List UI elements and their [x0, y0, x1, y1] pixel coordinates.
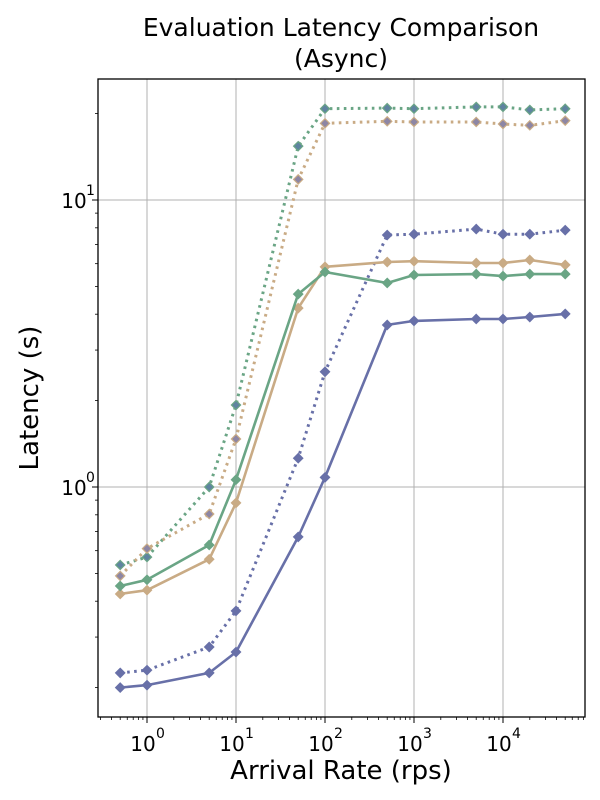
- data-point-marker: [470, 223, 482, 235]
- data-point-marker: [203, 508, 215, 520]
- data-point-marker: [524, 311, 536, 323]
- data-point-marker: [319, 117, 331, 129]
- data-point-marker: [497, 270, 509, 282]
- data-point-marker: [524, 254, 536, 266]
- data-point-marker: [470, 257, 482, 269]
- data-point-marker: [292, 531, 304, 543]
- chart-title-line-2: (Async): [294, 44, 388, 73]
- data-point-marker: [203, 481, 215, 493]
- data-point-marker: [114, 559, 126, 571]
- data-point-marker: [141, 551, 153, 563]
- x-tick-exponent: 1: [245, 726, 254, 742]
- y-axis-label: Latency (s): [15, 326, 45, 471]
- data-point-marker: [559, 224, 571, 236]
- data-point-marker: [408, 103, 420, 115]
- data-point-marker: [319, 471, 331, 483]
- data-point-marker: [381, 256, 393, 268]
- data-point-marker: [230, 433, 242, 445]
- x-tick-exponent: 2: [334, 726, 343, 742]
- data-point-marker: [497, 101, 509, 113]
- y-tick-label: 10: [61, 476, 86, 500]
- data-point-marker: [292, 173, 304, 185]
- series-blue-dotted: [114, 223, 571, 679]
- data-point-marker: [141, 584, 153, 596]
- data-point-marker: [319, 366, 331, 378]
- data-point-marker: [524, 268, 536, 280]
- data-point-marker: [141, 664, 153, 676]
- data-point-marker: [524, 228, 536, 240]
- data-point-marker: [408, 255, 420, 267]
- x-tick-label: 10: [308, 732, 333, 756]
- data-point-marker: [292, 140, 304, 152]
- x-tick-label: 10: [130, 732, 155, 756]
- x-tick-exponent: 0: [156, 726, 165, 742]
- data-point-marker: [559, 115, 571, 127]
- data-point-marker: [408, 315, 420, 327]
- data-point-marker: [559, 308, 571, 320]
- data-point-marker: [141, 543, 153, 555]
- series-green-dotted: [114, 101, 571, 571]
- x-tick-label: 10: [397, 732, 422, 756]
- y-tick-exponent: 0: [86, 470, 95, 486]
- data-point-marker: [319, 266, 331, 278]
- data-point-marker: [408, 228, 420, 240]
- data-point-marker: [408, 269, 420, 281]
- data-point-marker: [203, 667, 215, 679]
- data-point-marker: [114, 667, 126, 679]
- data-point-marker: [559, 259, 571, 271]
- data-point-marker: [497, 313, 509, 325]
- data-point-marker: [497, 118, 509, 130]
- plot-frame: [97, 78, 586, 718]
- chart-title-line-1: Evaluation Latency Comparison: [143, 13, 539, 42]
- data-point-marker: [470, 268, 482, 280]
- data-point-marker: [319, 103, 331, 115]
- data-point-marker: [381, 277, 393, 289]
- data-point-marker: [230, 605, 242, 617]
- data-point-marker: [114, 682, 126, 694]
- data-point-marker: [230, 497, 242, 509]
- data-point-marker: [470, 313, 482, 325]
- data-point-marker: [381, 319, 393, 331]
- y-tick-label: 10: [61, 189, 86, 213]
- axis-ticks: 10 0 10 1 10 2 10 3 10 410 010 1: [61, 113, 584, 756]
- data-point-marker: [381, 229, 393, 241]
- data-point-marker: [141, 679, 153, 691]
- data-point-marker: [203, 553, 215, 565]
- data-point-marker: [203, 539, 215, 551]
- data-point-marker: [497, 228, 509, 240]
- data-point-marker: [141, 574, 153, 586]
- x-tick-label: 10: [219, 732, 244, 756]
- data-point-marker: [470, 101, 482, 113]
- data-point-marker: [292, 452, 304, 464]
- series-tan-dotted: [114, 115, 571, 582]
- data-point-marker: [524, 104, 536, 116]
- data-point-marker: [470, 116, 482, 128]
- x-tick-label: 10: [486, 732, 511, 756]
- grid-lines: [98, 79, 585, 717]
- data-point-marker: [381, 102, 393, 114]
- y-tick-exponent: 1: [86, 183, 95, 199]
- data-point-marker: [497, 257, 509, 269]
- data-point-marker: [408, 116, 420, 128]
- data-point-marker: [203, 641, 215, 653]
- x-axis-label: Arrival Rate (rps): [230, 756, 452, 786]
- data-point-marker: [230, 399, 242, 411]
- data-point-marker: [559, 268, 571, 280]
- x-tick-exponent: 4: [512, 726, 521, 742]
- series-green-solid: [114, 266, 571, 592]
- data-point-marker: [230, 474, 242, 486]
- data-point-marker: [114, 588, 126, 600]
- series-tan-solid: [114, 254, 571, 600]
- series-blue-solid: [114, 308, 571, 694]
- data-point-marker: [114, 570, 126, 582]
- x-tick-exponent: 3: [423, 726, 432, 742]
- data-point-marker: [230, 646, 242, 658]
- data-point-marker: [292, 288, 304, 300]
- data-series: [114, 101, 571, 694]
- data-point-marker: [114, 580, 126, 592]
- data-point-marker: [559, 103, 571, 115]
- data-point-marker: [381, 115, 393, 127]
- data-point-marker: [524, 119, 536, 131]
